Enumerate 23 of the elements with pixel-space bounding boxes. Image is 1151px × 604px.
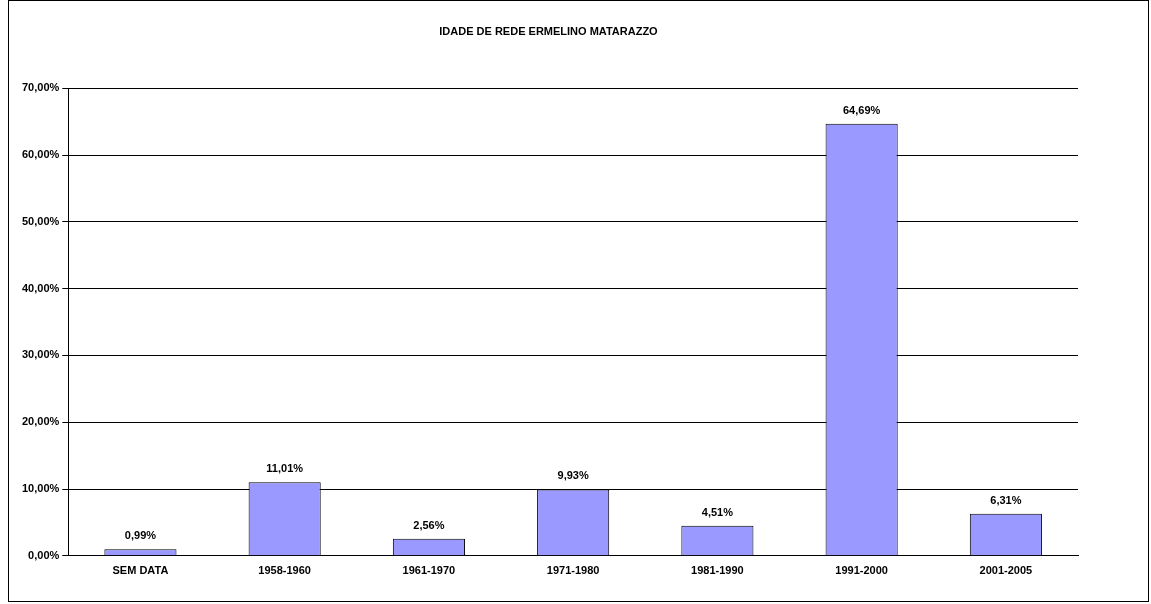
x-tick-label: 1971-1980 [546, 564, 600, 577]
x-tick-label: SEM DATA [112, 564, 169, 577]
y-tick-label: 0,00% [28, 548, 60, 561]
data-label: 11,01% [266, 462, 304, 475]
data-label: 64,69% [842, 103, 881, 116]
data-label: 4,51% [701, 505, 734, 518]
y-tick-label: 50,00% [22, 214, 60, 227]
data-label: 6,31% [990, 493, 1022, 506]
y-tick-label: 20,00% [22, 415, 60, 428]
y-tick-label: 70,00% [22, 81, 60, 94]
x-tick-label: 1991-2000 [835, 564, 888, 577]
x-tick-label: 2001-2005 [979, 564, 1033, 577]
data-label: 0,99% [124, 529, 157, 542]
chart-title: IDADE DE REDE ERMELINO MATARAZZO [439, 24, 659, 37]
y-tick-label: 40,00% [22, 281, 60, 294]
data-label: 9,93% [557, 469, 589, 482]
y-tick-label: 60,00% [22, 148, 60, 161]
x-tick-label: 1958-1960 [258, 564, 311, 577]
y-tick-label: 10,00% [22, 482, 60, 495]
x-tick-label: 1981-1990 [691, 564, 744, 577]
x-tick-label: 1961-1970 [402, 564, 456, 577]
data-label: 2,56% [413, 518, 445, 531]
y-tick-label: 30,00% [22, 348, 60, 361]
